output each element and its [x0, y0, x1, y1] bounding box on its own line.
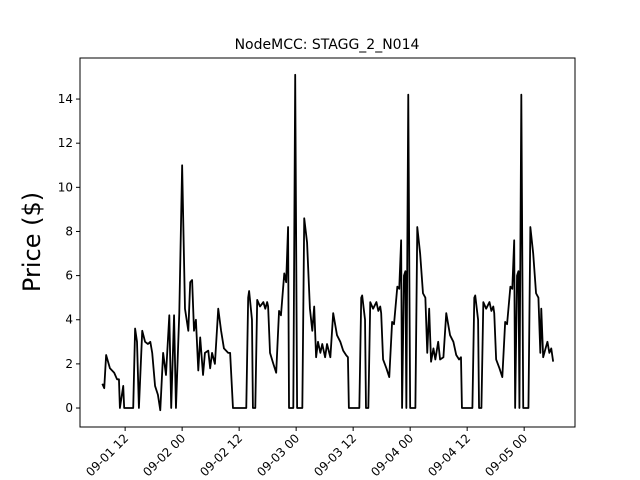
x-tick-label: 09-04 12 [425, 431, 473, 479]
x-tick-label: 09-02 12 [197, 431, 245, 479]
price-line [101, 73, 555, 412]
y-tick-label: 12 [58, 136, 73, 150]
x-tick-label: 09-01 12 [83, 431, 131, 479]
y-tick-label: 2 [65, 357, 73, 371]
y-tick-label: 4 [65, 313, 73, 327]
y-axis-label: Price ($) [18, 192, 46, 292]
x-tick-label: 09-04 00 [368, 431, 416, 479]
x-tick-label: 09-05 00 [482, 431, 530, 479]
y-tick-label: 0 [65, 401, 73, 415]
x-tick-label: 09-03 00 [254, 431, 302, 479]
chart-title: NodeMCC: STAGG_2_N014 [235, 37, 420, 53]
axes-frame [79, 57, 576, 428]
x-tick-label: 09-02 00 [140, 431, 188, 479]
x-tick-label: 09-03 12 [311, 431, 359, 479]
y-tick-label: 6 [65, 269, 73, 283]
y-tick-label: 14 [58, 92, 73, 106]
y-tick-label: 10 [58, 180, 73, 194]
y-tick-label: 8 [65, 224, 73, 238]
